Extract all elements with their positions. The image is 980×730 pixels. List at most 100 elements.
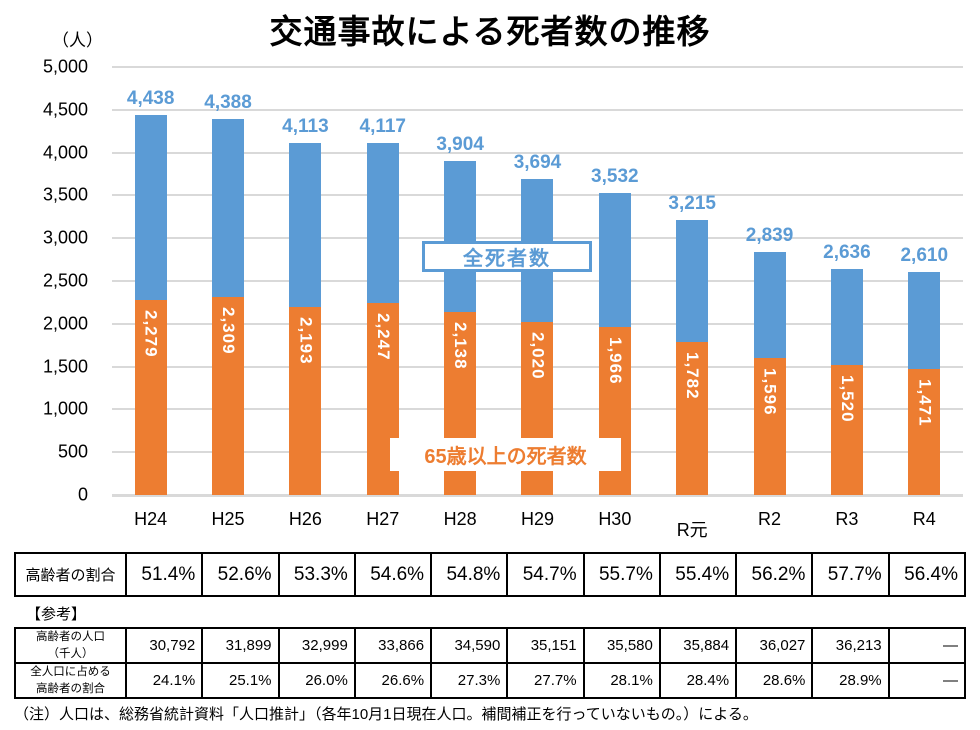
reference-value-cell: 24.1% (124, 662, 204, 699)
total-value-label: 4,438 (126, 88, 175, 110)
ratio-value-cell: 54.7% (506, 552, 585, 597)
ratio-value-cell: 56.2% (735, 552, 814, 597)
bar-slot: 2,610 1,471 (886, 67, 963, 495)
x-tick-label: H26 (288, 509, 322, 529)
total-deaths-segment (830, 269, 863, 365)
total-deaths-segment (212, 119, 245, 298)
ratio-value-cell: 51.4% (124, 552, 204, 597)
gridline (112, 108, 963, 111)
elderly-value-label: 1,471 (915, 379, 935, 427)
gridline (112, 151, 963, 154)
elderly-value-label: 1,520 (837, 374, 857, 423)
x-tick-label: R3 (835, 509, 859, 529)
reference-value-cell: 36,213 (811, 627, 890, 664)
total-value-label: 3,904 (436, 133, 484, 155)
total-deaths-segment (598, 192, 631, 327)
bar-slot: 3,532 1,966 (576, 67, 653, 495)
x-tick-label: H28 (443, 509, 477, 529)
total-value-label: 3,215 (668, 192, 716, 214)
ratio-table-row: 高齢者の割合 51.4% 52.6% 53.3% 54.6% 54.8% 54.7% 55.… (14, 552, 967, 597)
reference-table-row: 全人口に占める 高齢者の割合 24.1% 25.1% 26.0% 26.6% 27.3% 27… (14, 662, 967, 699)
total-deaths-segment (366, 142, 399, 303)
elderly-value-label: 2,279 (141, 309, 161, 358)
y-tick-label: 5,000 (42, 56, 88, 77)
x-tick-label: R2 (758, 509, 782, 529)
ratio-value-cell: 55.7% (582, 552, 661, 597)
bar-slot: 2,636 1,520 (808, 67, 885, 495)
reference-table: 高齢者の人口 （千人） 30,792 31,899 32,999 33,866 34,590… (14, 627, 967, 699)
ratio-value-cell: 54.6% (353, 552, 433, 597)
total-deaths-segment (676, 219, 709, 343)
reference-value-cell: 35,151 (506, 627, 585, 664)
elderly-value-label: 2,020 (528, 332, 548, 380)
total-value-label: 3,694 (513, 151, 562, 173)
note-text: （注）人口は、総務省統計資料「人口推計」（各年10月1日現在人口。補間補正を行っ… (14, 706, 758, 723)
reference-value-cell: ― (887, 627, 967, 664)
bars-row: 4,438 2,279 4,388 2,309 4,113 2,193 4,117 2,247… (112, 67, 963, 495)
reference-value-cell: 28.1% (582, 662, 661, 699)
bar-slot: 4,438 2,279 (112, 67, 189, 495)
bar-slot: 3,904 2,138 (421, 67, 498, 495)
elderly-deaths-segment: 1,596 (753, 358, 786, 495)
total-value-label: 3,532 (591, 165, 639, 187)
ratio-value-cell: 56.4% (887, 552, 967, 597)
bar-slot: 4,388 2,309 (189, 67, 266, 495)
ratio-value-cell: 55.4% (658, 552, 738, 597)
reference-value-cell: 26.6% (353, 662, 433, 699)
bar-slot: 3,694 2,020 (499, 67, 576, 495)
reference-value-cell: 36,027 (735, 627, 814, 664)
ratio-row-header: 高齢者の割合 (14, 552, 127, 597)
reference-value-cell: 26.0% (277, 662, 356, 699)
elderly-value-label: 1,596 (760, 368, 780, 416)
total-value-label: 4,117 (359, 115, 407, 137)
x-tick-label: H30 (598, 509, 632, 529)
stacked-bar: 2,279 (134, 115, 167, 495)
stacked-bar: 1,782 (676, 219, 709, 495)
total-value-label: 2,610 (900, 244, 949, 266)
x-tick-label: H27 (366, 509, 400, 529)
elderly-value-label: 2,193 (296, 317, 316, 365)
stacked-bar: 2,193 (289, 142, 322, 495)
y-axis-unit-label: （人） (52, 31, 103, 50)
gridline (112, 494, 963, 497)
reference-table-body: 高齢者の人口 （千人） 30,792 31,899 32,999 33,866 34,590… (14, 627, 967, 699)
stacked-bar: 1,520 (830, 269, 863, 495)
elderly-deaths-segment: 1,782 (676, 342, 709, 495)
reference-value-cell: 32,999 (277, 627, 356, 664)
page-title: 交通事故による死者数の推移 (269, 13, 711, 50)
ratio-value-cell: 54.8% (430, 552, 509, 597)
elderly-value-label: 2,309 (219, 307, 239, 355)
reference-table-row: 高齢者の人口 （千人） 30,792 31,899 32,999 33,866 34,590… (14, 627, 967, 664)
reference-row-header: 全人口に占める 高齢者の割合 (14, 662, 127, 699)
total-deaths-callout: 全死者数 (422, 241, 592, 272)
x-tick-label: H24 (134, 509, 168, 529)
y-tick-label: 4,000 (42, 142, 88, 163)
y-tick-label: 1,500 (42, 356, 88, 377)
bar-slot: 2,839 1,596 (731, 67, 808, 495)
reference-value-cell: 28.6% (735, 662, 814, 699)
elderly-deaths-segment: 1,471 (908, 369, 941, 495)
elderly-deaths-callout: 65歳以上の死者数 (390, 438, 621, 471)
reference-value-cell: 35,580 (582, 627, 661, 664)
total-deaths-segment (444, 160, 477, 312)
reference-value-cell: 35,884 (658, 627, 738, 664)
y-tick-label: 0 (77, 484, 88, 505)
plot-area: 4,438 2,279 4,388 2,309 4,113 2,193 4,117 2,247… (112, 66, 963, 497)
y-tick-label: 500 (57, 441, 88, 462)
elderly-deaths-segment: 2,193 (289, 307, 322, 495)
ratio-value-cell: 52.6% (201, 552, 280, 597)
y-axis: 5,000 4,500 4,000 3,500 3,000 2,500 2,000 1,500… (0, 57, 88, 505)
elderly-value-label: 2,247 (373, 312, 393, 361)
reference-value-cell: ― (887, 662, 967, 699)
y-tick-label: 4,500 (42, 99, 88, 120)
elderly-deaths-segment: 1,520 (830, 364, 863, 495)
total-deaths-segment (753, 251, 786, 359)
ratio-value-cell: 57.7% (811, 552, 890, 597)
total-value-label: 4,388 (204, 92, 252, 114)
x-tick-label: H25 (211, 509, 245, 529)
reference-value-cell: 30,792 (124, 627, 204, 664)
y-tick-label: 2,500 (42, 270, 88, 291)
reference-value-cell: 28.4% (658, 662, 738, 699)
total-deaths-segment (134, 115, 167, 300)
